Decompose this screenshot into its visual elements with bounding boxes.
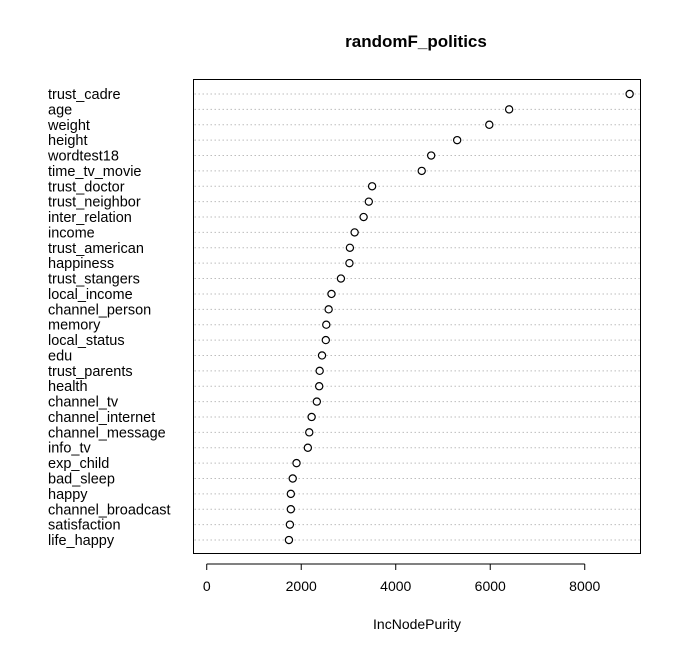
category-label: local_status — [48, 333, 125, 349]
chart-title: randomF_politics — [345, 32, 487, 51]
data-point — [305, 428, 314, 437]
category-label: wordtest18 — [47, 149, 119, 165]
category-label: local_income — [48, 287, 133, 303]
data-point — [286, 489, 296, 499]
data-point — [336, 274, 346, 283]
category-label: age — [48, 102, 72, 118]
x-tick-label: 6000 — [475, 578, 506, 594]
data-point — [322, 320, 331, 329]
category-label: income — [48, 225, 95, 241]
data-point — [312, 397, 322, 406]
category-label: inter_relation — [48, 210, 132, 226]
x-tick-label: 4000 — [380, 578, 411, 594]
data-point — [285, 520, 295, 529]
data-point — [317, 351, 327, 360]
data-point — [504, 105, 514, 114]
category-label: height — [48, 133, 88, 149]
x-axis: 0 2000 4000 6000 8000 — [203, 563, 601, 594]
category-label: satisfaction — [48, 518, 121, 534]
category-label: health — [48, 379, 88, 395]
x-tick-label: 0 — [203, 578, 211, 594]
category-label: exp_child — [48, 456, 109, 472]
category-label: channel_message — [48, 425, 166, 441]
data-point — [284, 535, 294, 545]
category-label: info_tv — [48, 441, 91, 457]
data-point — [327, 289, 336, 299]
data-point — [292, 458, 301, 468]
data-point — [345, 243, 355, 252]
plot-area — [193, 79, 641, 554]
category-label: trust_american — [48, 241, 144, 257]
data-point — [303, 443, 313, 452]
data-point — [417, 166, 426, 176]
data-point — [324, 305, 333, 314]
category-label: trust_doctor — [48, 179, 125, 195]
data-point — [452, 135, 462, 145]
data-point — [426, 151, 436, 160]
data-point — [314, 382, 324, 391]
data-points — [284, 89, 634, 545]
data-point — [367, 182, 377, 191]
category-label: bad_sleep — [48, 472, 115, 488]
category-label: edu — [48, 348, 72, 364]
x-axis-label: IncNodePurity — [373, 616, 461, 632]
category-label: trust_neighbor — [48, 195, 141, 211]
data-point — [364, 197, 374, 206]
category-label: trust_stangers — [48, 272, 140, 288]
category-label: time_tv_movie — [48, 164, 141, 180]
data-point — [345, 258, 354, 268]
category-label: channel_internet — [48, 410, 155, 426]
category-label: channel_person — [48, 302, 151, 318]
category-label: channel_tv — [48, 395, 119, 411]
category-label: memory — [48, 318, 101, 334]
x-tick-label: 2000 — [286, 578, 317, 594]
data-point — [625, 89, 634, 99]
data-point — [307, 412, 316, 422]
category-label: happy — [48, 487, 88, 503]
data-point — [315, 366, 324, 376]
category-label: weight — [47, 118, 90, 134]
data-point — [288, 474, 297, 483]
category-label: happiness — [48, 256, 114, 272]
data-point — [350, 228, 359, 237]
x-tick-label: 8000 — [569, 578, 600, 594]
category-label: life_happy — [48, 533, 115, 549]
data-point — [321, 335, 331, 345]
category-labels: trust_cadreageweightheightwordtest18time… — [47, 87, 171, 549]
data-point — [359, 212, 368, 222]
category-label: trust_parents — [48, 364, 133, 380]
category-label: channel_broadcast — [48, 502, 171, 518]
data-point — [286, 505, 296, 514]
category-label: trust_cadre — [48, 87, 121, 103]
grid-lines — [194, 93, 640, 541]
data-point — [485, 120, 494, 129]
